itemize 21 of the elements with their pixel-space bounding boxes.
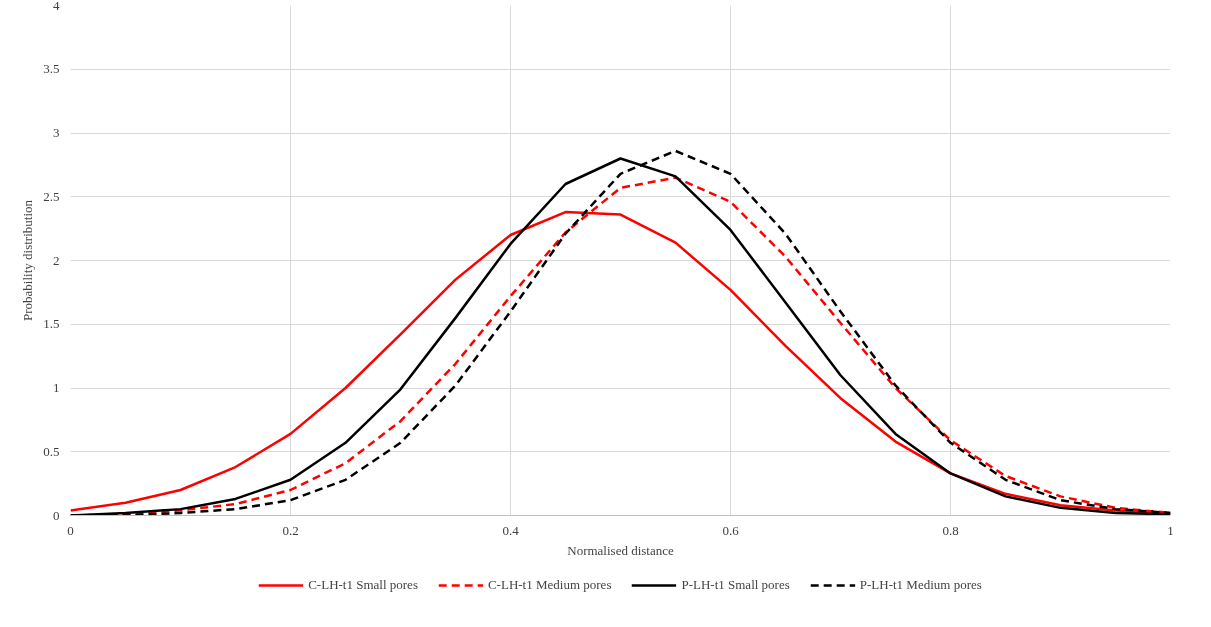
y-tick-label: 4 <box>53 0 60 13</box>
x-tick-label: 0.4 <box>502 522 520 538</box>
x-tick-label: 0.2 <box>282 522 299 538</box>
y-tick-label: 1 <box>53 380 60 395</box>
legend-label: C-LH-t1 Medium pores <box>487 577 612 593</box>
y-tick-label: 1.5 <box>43 316 60 332</box>
x-tick-label: 0.8 <box>942 522 959 538</box>
y-tick-label: 0 <box>53 507 60 523</box>
x-axis-title: Normalised distance <box>567 542 674 558</box>
legend-label: C-LH-t1 Small pores <box>308 577 418 593</box>
y-tick-label: 3.5 <box>43 61 60 77</box>
y-tick-label: 0.5 <box>43 443 60 459</box>
y-tick-label: 2 <box>53 252 60 268</box>
y-tick-label: 3 <box>53 125 60 140</box>
x-tick-label: 0.6 <box>722 522 740 538</box>
y-axis-title: Probability distribution <box>20 199 36 321</box>
legend-label: P-LH-t1 Medium pores <box>859 577 982 593</box>
y-tick-label: 2.5 <box>43 188 60 204</box>
x-tick-label: 1 <box>1167 522 1174 538</box>
x-tick-label: 0 <box>67 522 74 538</box>
legend-label: P-LH-t1 Small pores <box>681 577 790 593</box>
